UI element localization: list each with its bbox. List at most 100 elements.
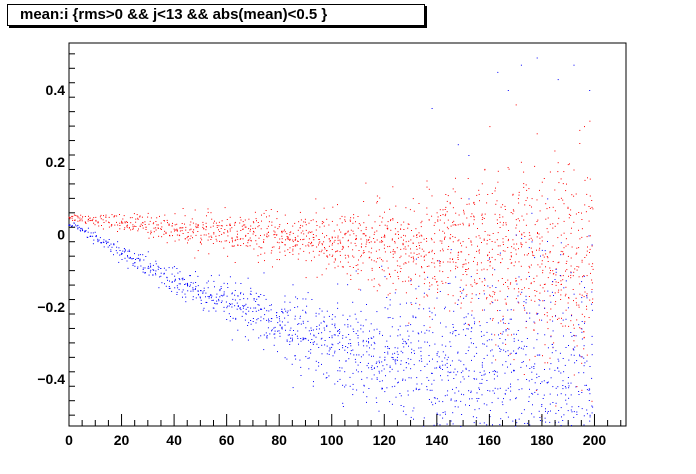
scatter-point <box>465 269 467 270</box>
scatter-point <box>412 315 414 317</box>
scatter-point <box>381 361 383 363</box>
scatter-point <box>494 334 496 336</box>
scatter-point <box>279 259 280 261</box>
scatter-point <box>402 343 404 344</box>
scatter-point <box>342 237 344 239</box>
scatter-point <box>208 295 210 297</box>
scatter-point <box>223 247 225 249</box>
scatter-point <box>462 264 464 266</box>
scatter-point <box>578 394 580 395</box>
scatter-point <box>573 349 575 351</box>
scatter-point <box>560 178 562 180</box>
scatter-point <box>457 254 459 256</box>
scatter-point <box>381 387 383 389</box>
scatter-point <box>135 259 136 260</box>
scatter-point <box>454 191 456 193</box>
scatter-point <box>394 361 396 363</box>
scatter-point <box>69 224 71 226</box>
scatter-point <box>79 219 81 221</box>
scatter-point <box>499 310 501 311</box>
scatter-point <box>342 335 344 337</box>
scatter-point <box>521 237 523 239</box>
scatter-point <box>568 359 570 361</box>
scatter-point <box>384 307 386 309</box>
scatter-point <box>77 215 79 217</box>
scatter-point <box>237 295 239 297</box>
scatter-point <box>503 322 504 324</box>
scatter-point <box>344 216 346 218</box>
scatter-point <box>412 198 414 200</box>
scatter-point <box>455 330 457 331</box>
scatter-point <box>345 360 347 362</box>
scatter-point <box>502 331 504 333</box>
scatter-point <box>473 201 475 203</box>
scatter-point <box>352 328 354 330</box>
scatter-point <box>433 424 435 426</box>
scatter-point <box>247 339 249 341</box>
scatter-point <box>231 239 233 241</box>
scatter-point <box>276 241 278 243</box>
scatter-point <box>96 235 97 237</box>
scatter-point <box>471 297 473 299</box>
scatter-point <box>481 219 483 220</box>
scatter-point <box>341 222 343 224</box>
scatter-point <box>452 188 454 190</box>
scatter-point <box>405 341 406 343</box>
scatter-point <box>256 243 258 245</box>
scatter-point <box>135 218 137 220</box>
scatter-point <box>470 392 472 393</box>
scatter-point <box>371 227 373 229</box>
scatter-point <box>85 230 87 232</box>
scatter-point <box>584 287 585 289</box>
scatter-point <box>284 244 286 246</box>
scatter-point <box>570 394 572 396</box>
scatter-point <box>510 318 512 320</box>
scatter-point <box>491 349 493 351</box>
scatter-point <box>363 385 365 387</box>
scatter-point <box>504 372 506 374</box>
scatter-point <box>266 233 268 235</box>
scatter-point <box>232 245 234 247</box>
scatter-point <box>492 355 494 357</box>
scatter-point <box>106 241 108 243</box>
scatter-point <box>573 324 574 326</box>
scatter-point <box>508 230 509 231</box>
scatter-point <box>447 195 449 197</box>
scatter-point <box>334 239 336 241</box>
scatter-point <box>468 198 470 200</box>
scatter-point <box>487 390 489 391</box>
scatter-point <box>145 226 147 228</box>
scatter-point <box>229 320 231 322</box>
scatter-point <box>416 234 417 236</box>
scatter-point <box>494 213 496 215</box>
scatter-point <box>505 329 507 331</box>
scatter-point <box>77 228 79 230</box>
scatter-point <box>533 281 535 283</box>
scatter-point <box>164 230 166 232</box>
scatter-point <box>195 282 197 283</box>
scatter-point <box>563 247 565 249</box>
scatter-point <box>431 262 433 264</box>
scatter-point <box>331 244 333 246</box>
scatter-point <box>339 218 341 220</box>
scatter-point <box>500 262 502 264</box>
scatter-point <box>152 264 154 266</box>
scatter-point <box>570 265 572 267</box>
scatter-point <box>387 246 389 248</box>
scatter-point <box>454 368 456 370</box>
scatter-point <box>444 238 445 240</box>
scatter-point <box>575 335 577 337</box>
scatter-point <box>455 276 457 278</box>
scatter-point <box>109 245 111 247</box>
scatter-point <box>413 259 415 261</box>
scatter-point <box>437 220 439 222</box>
scatter-point <box>211 295 213 297</box>
scatter-point <box>523 171 525 173</box>
scatter-point <box>428 355 430 356</box>
scatter-point <box>224 207 226 209</box>
scatter-point <box>323 373 325 375</box>
scatter-point <box>355 270 357 272</box>
scatter-point <box>560 284 562 285</box>
scatter-point <box>124 250 126 252</box>
scatter-point <box>528 232 530 234</box>
